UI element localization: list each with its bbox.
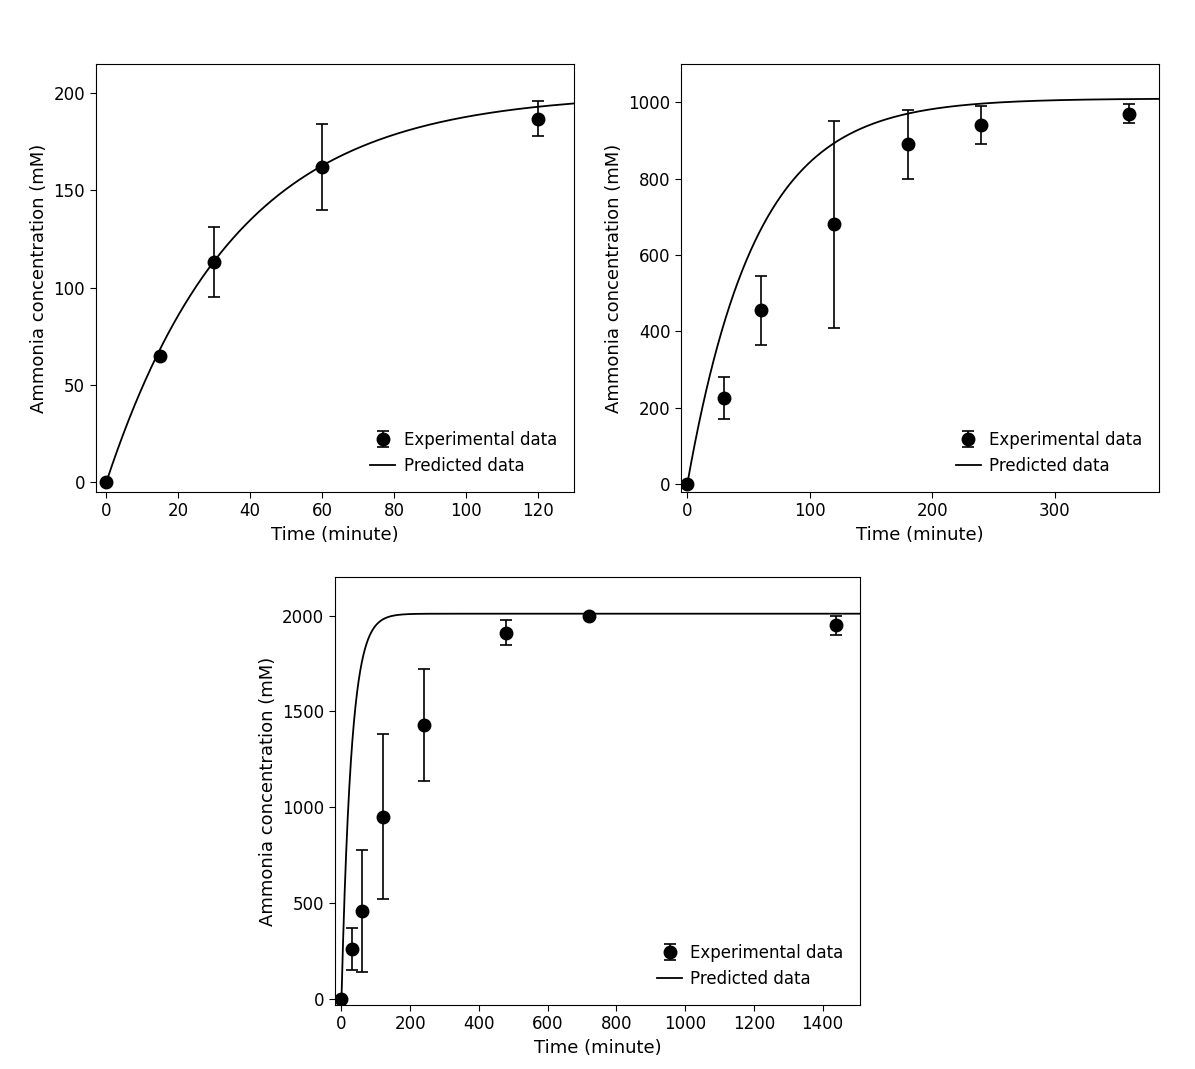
Predicted data [749,607,764,620]
Predicted data [1004,95,1018,108]
Y-axis label: Ammonia concentration (mM): Ammonia concentration (mM) [258,656,276,926]
Predicted data [335,993,349,1006]
Predicted data [387,609,402,622]
Predicted data [680,478,694,491]
Predicted data [147,355,161,368]
Predicted data [99,476,114,489]
Legend: Experimental data, Predicted data: Experimental data, Predicted data [362,422,565,483]
Predicted data [421,119,435,131]
X-axis label: Time (minute): Time (minute) [534,1039,661,1057]
Predicted data [691,607,705,620]
Predicted data [288,176,302,189]
Predicted data [853,607,868,620]
Predicted data [1048,94,1062,107]
Line: Predicted data: Predicted data [687,98,1159,484]
Predicted data [703,607,717,620]
Predicted data [472,108,486,121]
Line: Predicted data: Predicted data [342,614,860,1000]
Predicted data [871,115,885,128]
Predicted data [728,282,742,295]
Legend: Experimental data, Predicted data: Experimental data, Predicted data [948,422,1151,483]
X-axis label: Time (minute): Time (minute) [271,526,398,544]
Line: Predicted data: Predicted data [106,104,574,482]
Y-axis label: Ammonia concentration (mM): Ammonia concentration (mM) [30,143,48,413]
X-axis label: Time (minute): Time (minute) [857,526,983,544]
Predicted data [1152,92,1166,105]
Y-axis label: Ammonia concentration (mM): Ammonia concentration (mM) [605,143,623,413]
Predicted data [305,165,319,177]
Predicted data [566,97,581,110]
Predicted data [563,607,577,620]
Predicted data [544,607,558,620]
Predicted data [740,607,754,620]
Legend: Experimental data, Predicted data: Experimental data, Predicted data [649,935,852,996]
Predicted data [888,110,902,123]
Predicted data [1056,94,1071,107]
Predicted data [464,110,478,123]
